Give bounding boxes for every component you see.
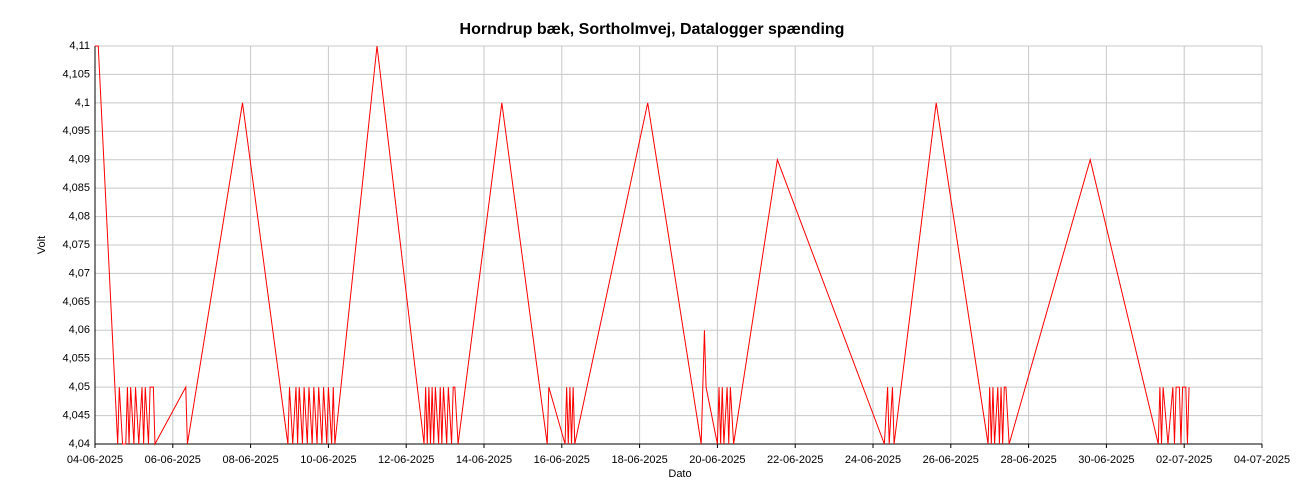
y-tick-label: 4,07 [69, 267, 90, 279]
y-tick-label: 4,09 [69, 154, 90, 166]
x-tick-label: 28-06-2025 [1000, 454, 1056, 466]
y-tick-label: 4,06 [69, 324, 90, 336]
y-tick-label: 4,08 [69, 210, 90, 222]
x-tick-label: 12-06-2025 [378, 454, 434, 466]
y-tick-label: 4,11 [69, 40, 90, 52]
x-tick-label: 30-06-2025 [1078, 454, 1134, 466]
x-tick-label: 04-06-2025 [67, 454, 123, 466]
x-tick-label: 24-06-2025 [845, 454, 901, 466]
x-tick-label: 18-06-2025 [611, 454, 667, 466]
y-tick-label: 4,105 [62, 68, 90, 80]
x-axis-label: Dato [668, 468, 691, 480]
y-tick-label: 4,1 [75, 97, 90, 109]
x-tick-label: 04-07-2025 [1234, 454, 1290, 466]
y-tick-label: 4,075 [62, 239, 90, 251]
x-tick-label: 06-06-2025 [145, 454, 201, 466]
y-tick-label: 4,055 [62, 353, 90, 365]
y-tick-label: 4,065 [62, 296, 90, 308]
x-tick-label: 10-06-2025 [300, 454, 356, 466]
x-tick-label: 26-06-2025 [923, 454, 979, 466]
y-tick-label: 4,095 [62, 125, 90, 137]
x-tick-label: 16-06-2025 [534, 454, 590, 466]
y-tick-label: 4,05 [69, 381, 90, 393]
x-tick-label: 14-06-2025 [456, 454, 512, 466]
x-tick-label: 02-07-2025 [1156, 454, 1212, 466]
y-tick-label: 4,045 [62, 409, 90, 421]
data-line [95, 45, 1190, 446]
x-tick-label: 20-06-2025 [689, 454, 745, 466]
x-tick-label: 22-06-2025 [767, 454, 823, 466]
x-tick-label: 08-06-2025 [222, 454, 278, 466]
y-tick-label: 4,085 [62, 182, 90, 194]
chart-title: Horndrup bæk, Sortholmvej, Datalogger sp… [460, 21, 845, 38]
y-axis-label: Volt [36, 236, 48, 254]
y-tick-label: 4,04 [69, 438, 90, 450]
